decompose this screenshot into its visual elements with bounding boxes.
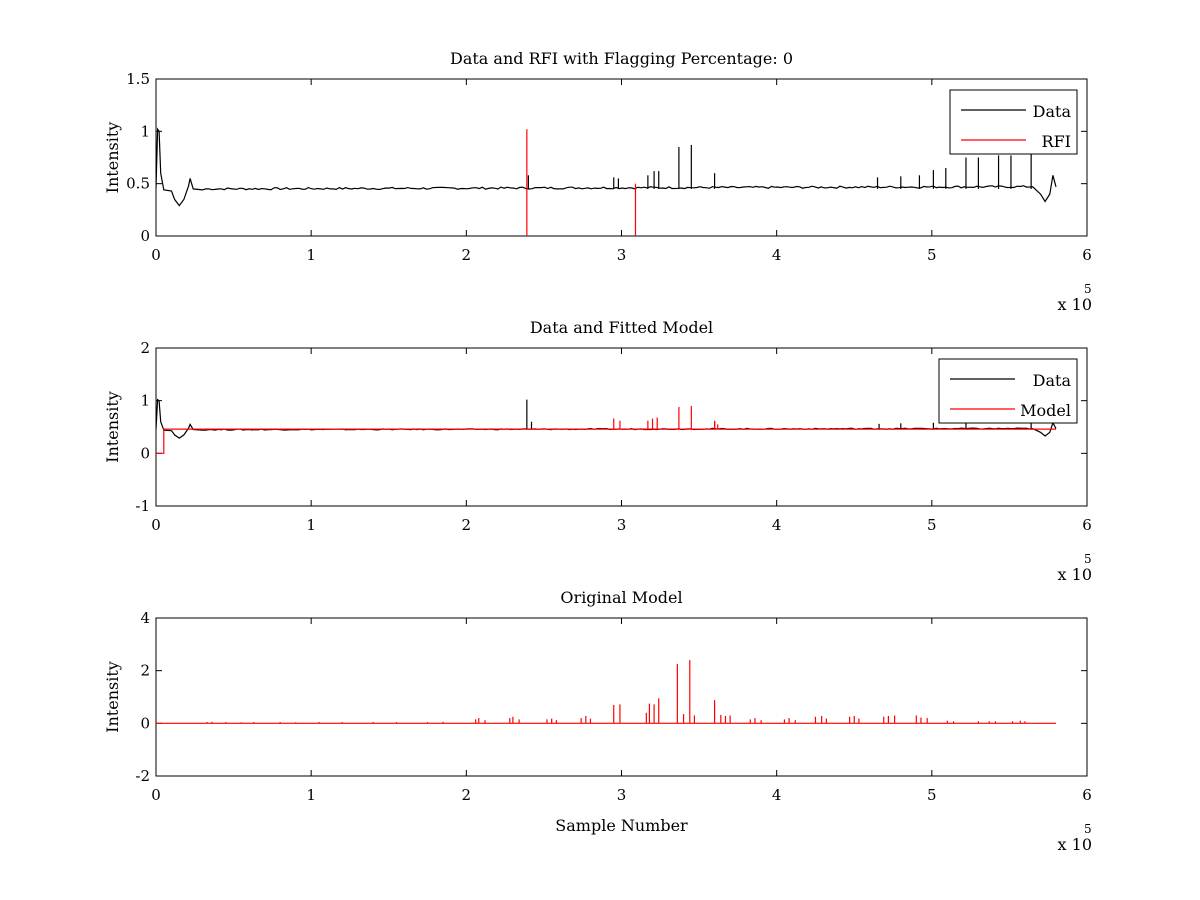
- y-tick-label: 1.5: [126, 70, 150, 88]
- subplot-1: 0 1 2 3 4 5 6 0 0.5 1 1.5 Data and RFI with Flaggin…: [103, 49, 1092, 314]
- x-multiplier: x 10: [1058, 295, 1092, 314]
- series-model-line: [156, 428, 1056, 454]
- legend-label: Model: [1020, 401, 1071, 420]
- x-axis-label: Sample Number: [555, 816, 688, 835]
- legend-box: [938, 358, 1078, 424]
- y-tick-label: -2: [135, 767, 150, 785]
- x-tick-label: 2: [462, 516, 472, 534]
- chart-title: Original Model: [560, 588, 682, 607]
- y-tick-label: 2: [140, 339, 150, 357]
- y-tick-label: 0: [140, 714, 150, 732]
- x-tick-label: 6: [1082, 516, 1092, 534]
- y-axis-label: Intensity: [103, 391, 122, 463]
- y-tick-label: 1: [140, 392, 150, 410]
- y-tick-label: 0: [140, 227, 150, 245]
- y-tick-label: 0: [140, 444, 150, 462]
- x-tick-label: 0: [151, 516, 161, 534]
- x-tick-label: 0: [151, 246, 161, 264]
- y-tick-label: 4: [140, 609, 150, 627]
- y-tick-label: 2: [140, 662, 150, 680]
- y-axis-label: Intensity: [103, 122, 122, 194]
- legend: Data RFI: [949, 89, 1078, 155]
- x-tick-label: 4: [772, 786, 782, 804]
- x-tick-label: 3: [617, 246, 627, 264]
- x-multiplier: x 10: [1058, 565, 1092, 584]
- y-tick-label: 1: [140, 122, 150, 140]
- x-multiplier-exponent: 5: [1084, 822, 1092, 836]
- x-multiplier-exponent: 5: [1084, 282, 1092, 296]
- y-tick-label: 0.5: [126, 175, 150, 193]
- x-tick-label: 5: [927, 516, 937, 534]
- y-tick-label: -1: [135, 497, 150, 515]
- x-tick-label: 3: [617, 516, 627, 534]
- x-tick-label: 5: [927, 786, 937, 804]
- legend: Data Model: [938, 358, 1078, 424]
- legend-label: Data: [1033, 371, 1072, 390]
- plot-area: [156, 127, 1057, 236]
- plot-area: [156, 398, 1057, 454]
- plot-area: [156, 660, 1056, 724]
- legend-label: RFI: [1042, 132, 1071, 151]
- chart-title: Data and RFI with Flagging Percentage: 0: [450, 49, 793, 68]
- x-tick-label: 1: [306, 516, 316, 534]
- x-tick-label: 1: [306, 246, 316, 264]
- legend-box: [949, 89, 1078, 155]
- x-tick-label: 4: [772, 516, 782, 534]
- x-tick-label: 1: [306, 786, 316, 804]
- x-multiplier-exponent: 5: [1084, 552, 1092, 566]
- legend-label: Data: [1033, 102, 1072, 121]
- x-tick-label: 2: [462, 246, 472, 264]
- x-multiplier: x 10: [1058, 835, 1092, 854]
- axes-box: [155, 617, 1088, 777]
- y-axis-label: Intensity: [103, 661, 122, 733]
- axes-box: [155, 347, 1088, 507]
- chart-title: Data and Fitted Model: [530, 318, 713, 337]
- x-tick-label: 3: [617, 786, 627, 804]
- x-tick-label: 6: [1082, 246, 1092, 264]
- x-tick-label: 2: [462, 786, 472, 804]
- x-tick-label: 5: [927, 246, 937, 264]
- x-tick-label: 6: [1082, 786, 1092, 804]
- axes-box: [155, 78, 1088, 237]
- x-tick-label: 0: [151, 786, 161, 804]
- x-tick-label: 4: [772, 246, 782, 264]
